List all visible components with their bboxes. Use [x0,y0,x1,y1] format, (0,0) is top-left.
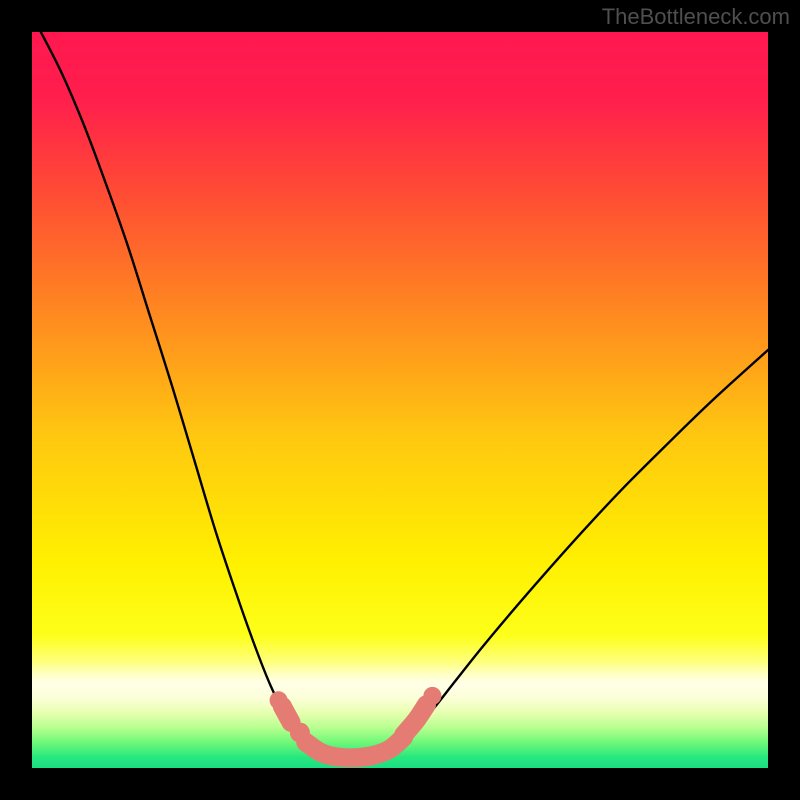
plot-svg [32,32,768,768]
highlight-segment-0 [282,706,291,722]
watermark-text: TheBottleneck.com [602,4,790,30]
highlight-dot-1 [290,723,310,743]
highlight-dot-0 [270,691,288,709]
gradient-background [32,32,768,768]
plot-area [32,32,768,768]
chart-container: TheBottleneck.com [0,0,800,800]
highlight-dot-2 [423,687,441,705]
